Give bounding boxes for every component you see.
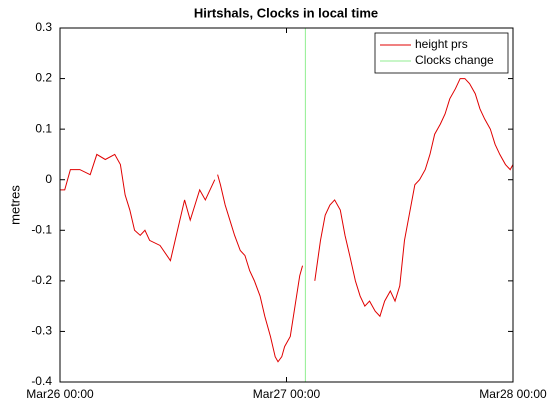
- y-tick-label: 0.2: [35, 71, 52, 85]
- axes-box: [59, 27, 514, 383]
- legend-box: [374, 32, 509, 74]
- legend-label: height prs: [415, 37, 468, 51]
- chart-title: Hirtshals, Clocks in local time: [194, 5, 378, 20]
- y-tick-label: -0.1: [31, 222, 52, 236]
- y-tick-label: 0: [45, 172, 52, 186]
- x-tick-label: Mar26 00:00: [26, 387, 94, 401]
- data-line: [60, 78, 514, 363]
- y-tick-label: -0.3: [31, 324, 52, 338]
- legend-label: Clocks change: [415, 53, 494, 67]
- x-tick-label: Mar27 00:00: [253, 387, 321, 401]
- y-tick-label: -0.2: [31, 273, 52, 287]
- x-tick-label: Mar28 00:00: [479, 387, 547, 401]
- y-tick-label: 0.1: [35, 121, 52, 135]
- y-axis-label: metres: [7, 185, 22, 225]
- y-tick-label: -0.4: [31, 374, 52, 388]
- y-tick-label: 0.3: [35, 20, 52, 34]
